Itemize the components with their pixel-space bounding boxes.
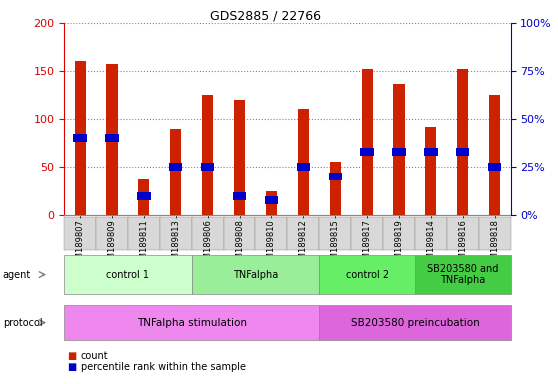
Text: ■: ■	[67, 362, 76, 372]
Bar	[392, 148, 406, 156]
Text: TNFalpha: TNFalpha	[233, 270, 278, 280]
Bar	[169, 163, 182, 171]
Bar	[201, 163, 214, 171]
Bar	[74, 134, 87, 142]
Bar	[202, 95, 213, 215]
Bar	[330, 162, 341, 215]
Text: agent: agent	[3, 270, 31, 280]
Text: control 1: control 1	[107, 270, 150, 280]
Bar	[107, 65, 118, 215]
Bar	[425, 127, 436, 215]
Text: ■: ■	[67, 351, 76, 361]
Bar	[424, 148, 437, 156]
Bar	[234, 100, 245, 215]
Bar	[393, 84, 405, 215]
Bar	[457, 69, 468, 215]
Bar	[489, 95, 500, 215]
Bar	[456, 148, 469, 156]
Bar	[298, 109, 309, 215]
Bar	[233, 192, 246, 200]
Text: count: count	[81, 351, 109, 361]
Bar	[138, 179, 150, 215]
Bar	[329, 173, 342, 180]
Bar	[75, 61, 86, 215]
Text: SB203580 and
TNFalpha: SB203580 and TNFalpha	[427, 264, 498, 285]
Bar	[266, 191, 277, 215]
Bar	[170, 129, 181, 215]
Bar	[105, 134, 119, 142]
Bar	[137, 192, 151, 200]
Text: control 2: control 2	[345, 270, 388, 280]
Text: protocol: protocol	[3, 318, 42, 328]
Text: SB203580 preincubation: SB203580 preincubation	[350, 318, 479, 328]
Text: TNFalpha stimulation: TNFalpha stimulation	[137, 318, 247, 328]
Bar	[362, 69, 373, 215]
Bar	[488, 163, 501, 171]
Bar	[360, 148, 374, 156]
Text: GDS2885 / 22766: GDS2885 / 22766	[210, 10, 320, 23]
Bar	[264, 196, 278, 204]
Text: percentile rank within the sample: percentile rank within the sample	[81, 362, 246, 372]
Bar	[297, 163, 310, 171]
